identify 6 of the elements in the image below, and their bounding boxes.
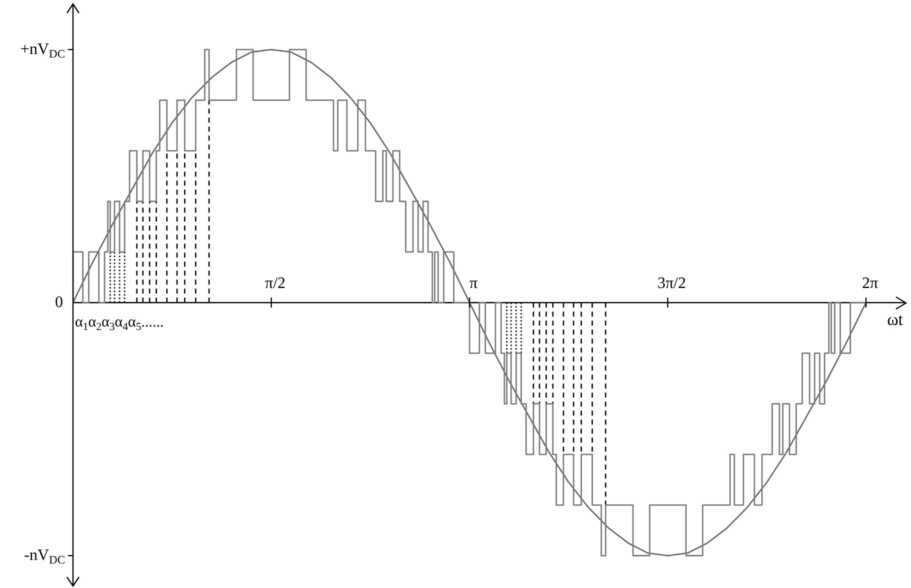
x-tick-label: π — [470, 274, 478, 292]
x-tick-label: π/2 — [265, 274, 286, 292]
x-tick-label: 3π/2 — [657, 274, 686, 292]
x-axis-title: ωt — [887, 310, 904, 330]
x-tick-label: 2π — [862, 274, 878, 292]
text: 0 — [55, 294, 63, 311]
